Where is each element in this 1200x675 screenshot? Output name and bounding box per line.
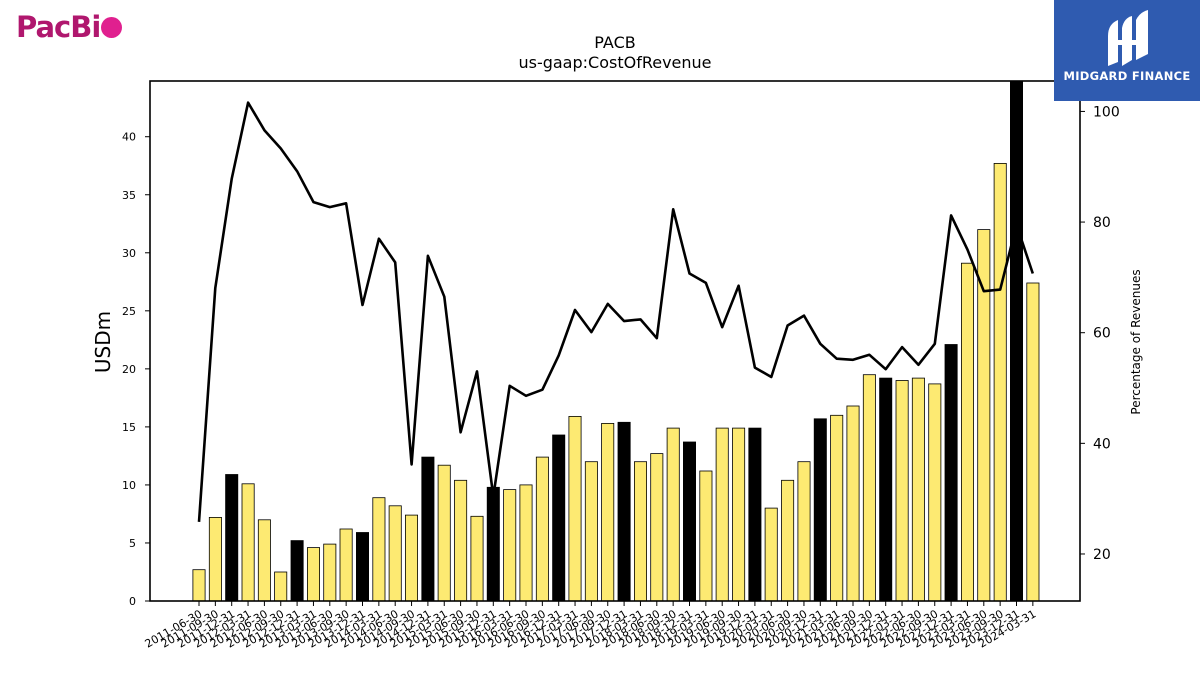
y-axis-label: USDm [91, 311, 115, 373]
bar-2011-12-31 [225, 474, 239, 602]
bar-2022-03-31 [895, 380, 909, 602]
bar-2016-03-31 [503, 489, 517, 602]
bar-2016-06-30 [519, 484, 533, 602]
bar-2023-06-30 [977, 229, 991, 602]
chart-title: PACB [594, 33, 635, 52]
bar-2020-06-30 [781, 479, 795, 602]
y-left-axis: 0 5 10 15 20 25 30 35 40 [122, 131, 150, 608]
bar-2020-03-31 [764, 507, 778, 602]
chart-subtitle: us-gaap:CostOfRevenue [518, 53, 711, 72]
y-tick-label: 20 [122, 363, 136, 376]
bar-2012-03-31 [241, 483, 255, 602]
bar-2016-09-30 [535, 456, 549, 602]
bar-2012-06-30 [257, 519, 271, 602]
bar-2019-06-30 [715, 427, 729, 602]
y-tick-label: 40 [122, 131, 136, 144]
x-axis: 2011-06-302011-09-302011-12-312012-03-31… [143, 601, 1038, 651]
bar-2017-09-30 [601, 422, 615, 602]
y-tick-label: 30 [122, 247, 136, 260]
bar-2019-03-31 [699, 470, 713, 602]
pacbio-logo-text: PacBi [16, 10, 101, 44]
bar-2013-06-30 [323, 543, 337, 602]
bar-2016-12-31 [552, 434, 566, 602]
y2-axis-label: Percentage of Revenues [1129, 269, 1143, 414]
bar-2023-09-30 [993, 162, 1007, 602]
bar-2023-03-31 [961, 262, 975, 602]
y-tick-label: 5 [129, 537, 136, 550]
bar-2017-06-30 [584, 461, 598, 602]
midgard-mark-icon [1108, 10, 1148, 66]
bar-2011-09-30 [208, 517, 222, 602]
bar-2022-09-30 [928, 383, 942, 602]
bar-2024-03-31 [1026, 282, 1040, 602]
y-right-axis: 20 40 60 80 100 [1080, 104, 1120, 563]
bar-2018-03-31 [634, 461, 648, 602]
bar-2019-09-30 [732, 427, 746, 602]
bars-layer [192, 80, 1040, 602]
y2-tick-label: 20 [1093, 547, 1111, 563]
bar-2018-06-30 [650, 453, 664, 602]
y-tick-label: 15 [122, 421, 136, 434]
bar-2021-09-30 [862, 374, 876, 602]
bar-2015-03-31 [437, 464, 451, 602]
bar-2021-12-31 [879, 377, 893, 602]
plot-frame [149, 80, 1081, 602]
y-tick-label: 0 [129, 595, 136, 608]
bar-2021-03-31 [830, 414, 844, 602]
bar-2015-12-31 [486, 486, 500, 602]
bar-2014-09-30 [404, 514, 418, 602]
bar-2022-12-31 [944, 344, 958, 602]
bar-2011-06-30 [192, 569, 206, 602]
pacbio-logo: PacBi [16, 10, 123, 44]
y2-tick-label: 100 [1093, 104, 1120, 120]
bar-2017-03-31 [568, 415, 582, 602]
bar-2020-09-30 [797, 461, 811, 602]
bar-2015-09-30 [470, 515, 484, 602]
midgard-finance-logo: MIDGARD FINANCE [1054, 0, 1200, 101]
bar-2022-06-30 [911, 377, 925, 602]
y-tick-label: 35 [122, 189, 136, 202]
y2-tick-label: 60 [1093, 326, 1111, 342]
pacbio-logo-dot [101, 17, 123, 38]
percentage-line [197, 101, 1035, 522]
bar-2017-12-31 [617, 421, 631, 602]
bar-2014-12-31 [421, 456, 435, 602]
midgard-logo-text: MIDGARD FINANCE [1063, 69, 1191, 83]
bar-2015-06-30 [454, 479, 468, 602]
bar-2013-09-30 [339, 528, 353, 602]
bar-2012-09-30 [274, 571, 288, 602]
bar-2012-12-31 [290, 540, 304, 602]
bar-2013-03-31 [306, 547, 320, 602]
y2-tick-label: 80 [1093, 215, 1111, 231]
bar-2021-06-30 [846, 405, 860, 602]
bar-2020-12-31 [813, 418, 827, 602]
y2-tick-label: 40 [1093, 436, 1111, 452]
bar-2014-03-31 [372, 497, 386, 602]
bar-2018-12-31 [683, 441, 697, 602]
bar-2013-12-31 [355, 532, 369, 602]
bar-2019-12-31 [748, 427, 762, 602]
bar-2018-09-30 [666, 427, 680, 602]
y-tick-label: 10 [122, 479, 136, 492]
y-tick-label: 25 [122, 305, 136, 318]
bar-2023-12-31 [1010, 80, 1024, 602]
line-layer [197, 101, 1035, 522]
bar-2014-06-30 [388, 505, 402, 602]
